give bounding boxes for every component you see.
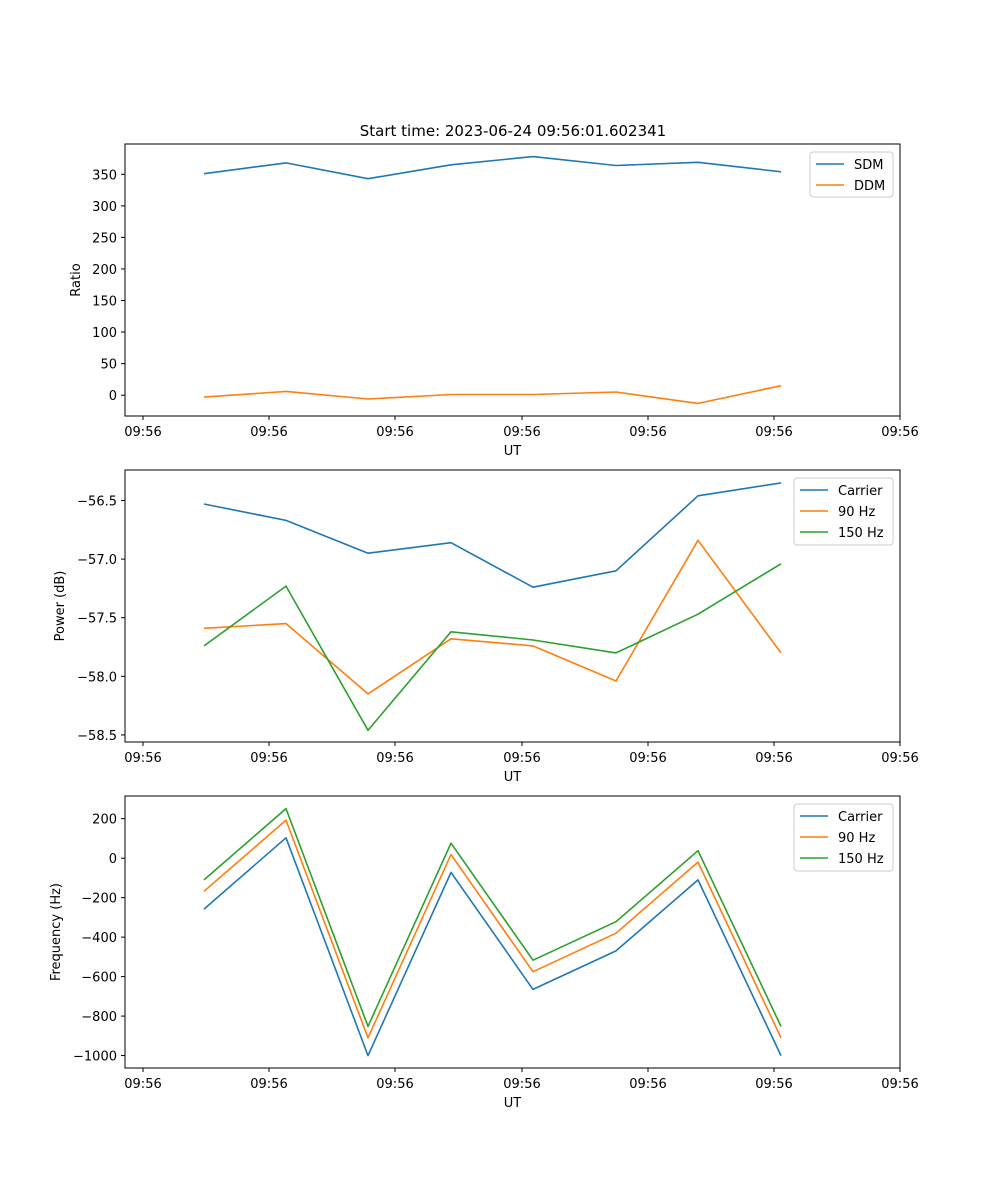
y-tick-label: −400 xyxy=(81,931,117,946)
x-tick-label: 09:56 xyxy=(503,1077,540,1092)
x-tick-label: 09:56 xyxy=(881,1077,918,1092)
x-tick-label: 09:56 xyxy=(376,425,413,440)
x-tick-label: 09:56 xyxy=(755,425,792,440)
y-tick-label: 300 xyxy=(92,200,117,215)
x-tick-label: 09:56 xyxy=(629,425,666,440)
y-tick-label: −56.5 xyxy=(77,494,117,509)
y-tick-label: −200 xyxy=(81,892,117,907)
chart-panel-2: 09:56 09:56 09:56 09:56 09:56 09:56 09:56 UT −58… xyxy=(53,469,919,785)
x-tick-label: 09:56 xyxy=(124,1077,161,1092)
legend: SDM DDM xyxy=(809,151,894,198)
x-tick-label: 09:56 xyxy=(250,425,287,440)
y-tick-label: 150 xyxy=(92,295,117,310)
legend-label: 150 Hz xyxy=(838,526,884,541)
y-tick-label: 0 xyxy=(109,389,117,404)
y-tick-label: 0 xyxy=(109,852,117,867)
y-tick-label: −57.0 xyxy=(77,553,117,568)
x-tick-label: 09:56 xyxy=(629,1077,666,1092)
series-line-150-hz xyxy=(203,563,782,732)
series-line-ddm xyxy=(203,384,782,405)
legend-box xyxy=(793,803,894,872)
plot-area-frame xyxy=(124,469,901,743)
y-tick-label: 250 xyxy=(92,231,117,246)
y-tick-label: 100 xyxy=(92,326,117,341)
x-tick-label: 09:56 xyxy=(376,1077,413,1092)
x-tick-label: 09:56 xyxy=(250,751,287,766)
x-tick-label: 09:56 xyxy=(881,751,918,766)
y-axis-label: Ratio xyxy=(69,263,84,296)
legend-label: 150 Hz xyxy=(838,852,884,867)
y-tick-label: −57.5 xyxy=(77,612,117,627)
legend-label: SDM xyxy=(854,158,883,173)
x-tick-label: 09:56 xyxy=(629,751,666,766)
plot-area-frame xyxy=(124,143,901,417)
series-line-carrier xyxy=(203,836,782,1057)
y-tick-label: −58.5 xyxy=(77,729,117,744)
y-tick-label: −58.0 xyxy=(77,670,117,685)
legend-label: Carrier xyxy=(838,484,883,499)
y-tick-label: −800 xyxy=(81,1010,117,1025)
x-axis-label: UT xyxy=(504,1096,522,1111)
series-line-carrier xyxy=(203,482,782,589)
x-tick-label: 09:56 xyxy=(376,751,413,766)
y-tick-label: −600 xyxy=(81,971,117,986)
x-tick-label: 09:56 xyxy=(755,751,792,766)
legend-label: DDM xyxy=(854,179,885,194)
legend: Carrier 90 Hz 150 Hz xyxy=(793,803,894,872)
x-tick-label: 09:56 xyxy=(250,1077,287,1092)
series-line-150-hz xyxy=(203,807,782,1028)
chart-panel-3: 09:56 09:56 09:56 09:56 09:56 09:56 09:56 UT −10… xyxy=(49,795,919,1111)
x-tick-label: 09:56 xyxy=(881,425,918,440)
y-tick-label: 200 xyxy=(92,263,117,278)
x-tick-label: 09:56 xyxy=(124,751,161,766)
legend-box xyxy=(793,477,894,546)
x-tick-label: 09:56 xyxy=(503,751,540,766)
y-axis-label: Frequency (Hz) xyxy=(49,883,64,981)
series-line-sdm xyxy=(203,155,782,180)
series-line-90-hz xyxy=(203,539,782,695)
y-axis-label: Power (dB) xyxy=(53,571,68,642)
plot-area-frame xyxy=(124,795,901,1069)
y-tick-label: 50 xyxy=(100,358,117,373)
y-tick-label: 200 xyxy=(92,813,117,828)
chart-panel-1: 09:56 09:56 09:56 09:56 09:56 09:56 09:56 UT 0 50… xyxy=(69,143,919,459)
x-tick-label: 09:56 xyxy=(124,425,161,440)
x-axis-label: UT xyxy=(504,444,522,459)
legend-label: 90 Hz xyxy=(838,831,875,846)
y-tick-label: 350 xyxy=(92,168,117,183)
series-line-90-hz xyxy=(203,819,782,1039)
x-tick-label: 09:56 xyxy=(503,425,540,440)
y-tick-label: −1000 xyxy=(73,1050,117,1065)
legend-label: 90 Hz xyxy=(838,505,875,520)
legend-label: Carrier xyxy=(838,810,883,825)
chart-title: Start time: 2023-06-24 09:56:01.602341 xyxy=(360,122,666,140)
x-axis-label: UT xyxy=(504,770,522,785)
x-tick-label: 09:56 xyxy=(755,1077,792,1092)
legend: Carrier 90 Hz 150 Hz xyxy=(793,477,894,546)
